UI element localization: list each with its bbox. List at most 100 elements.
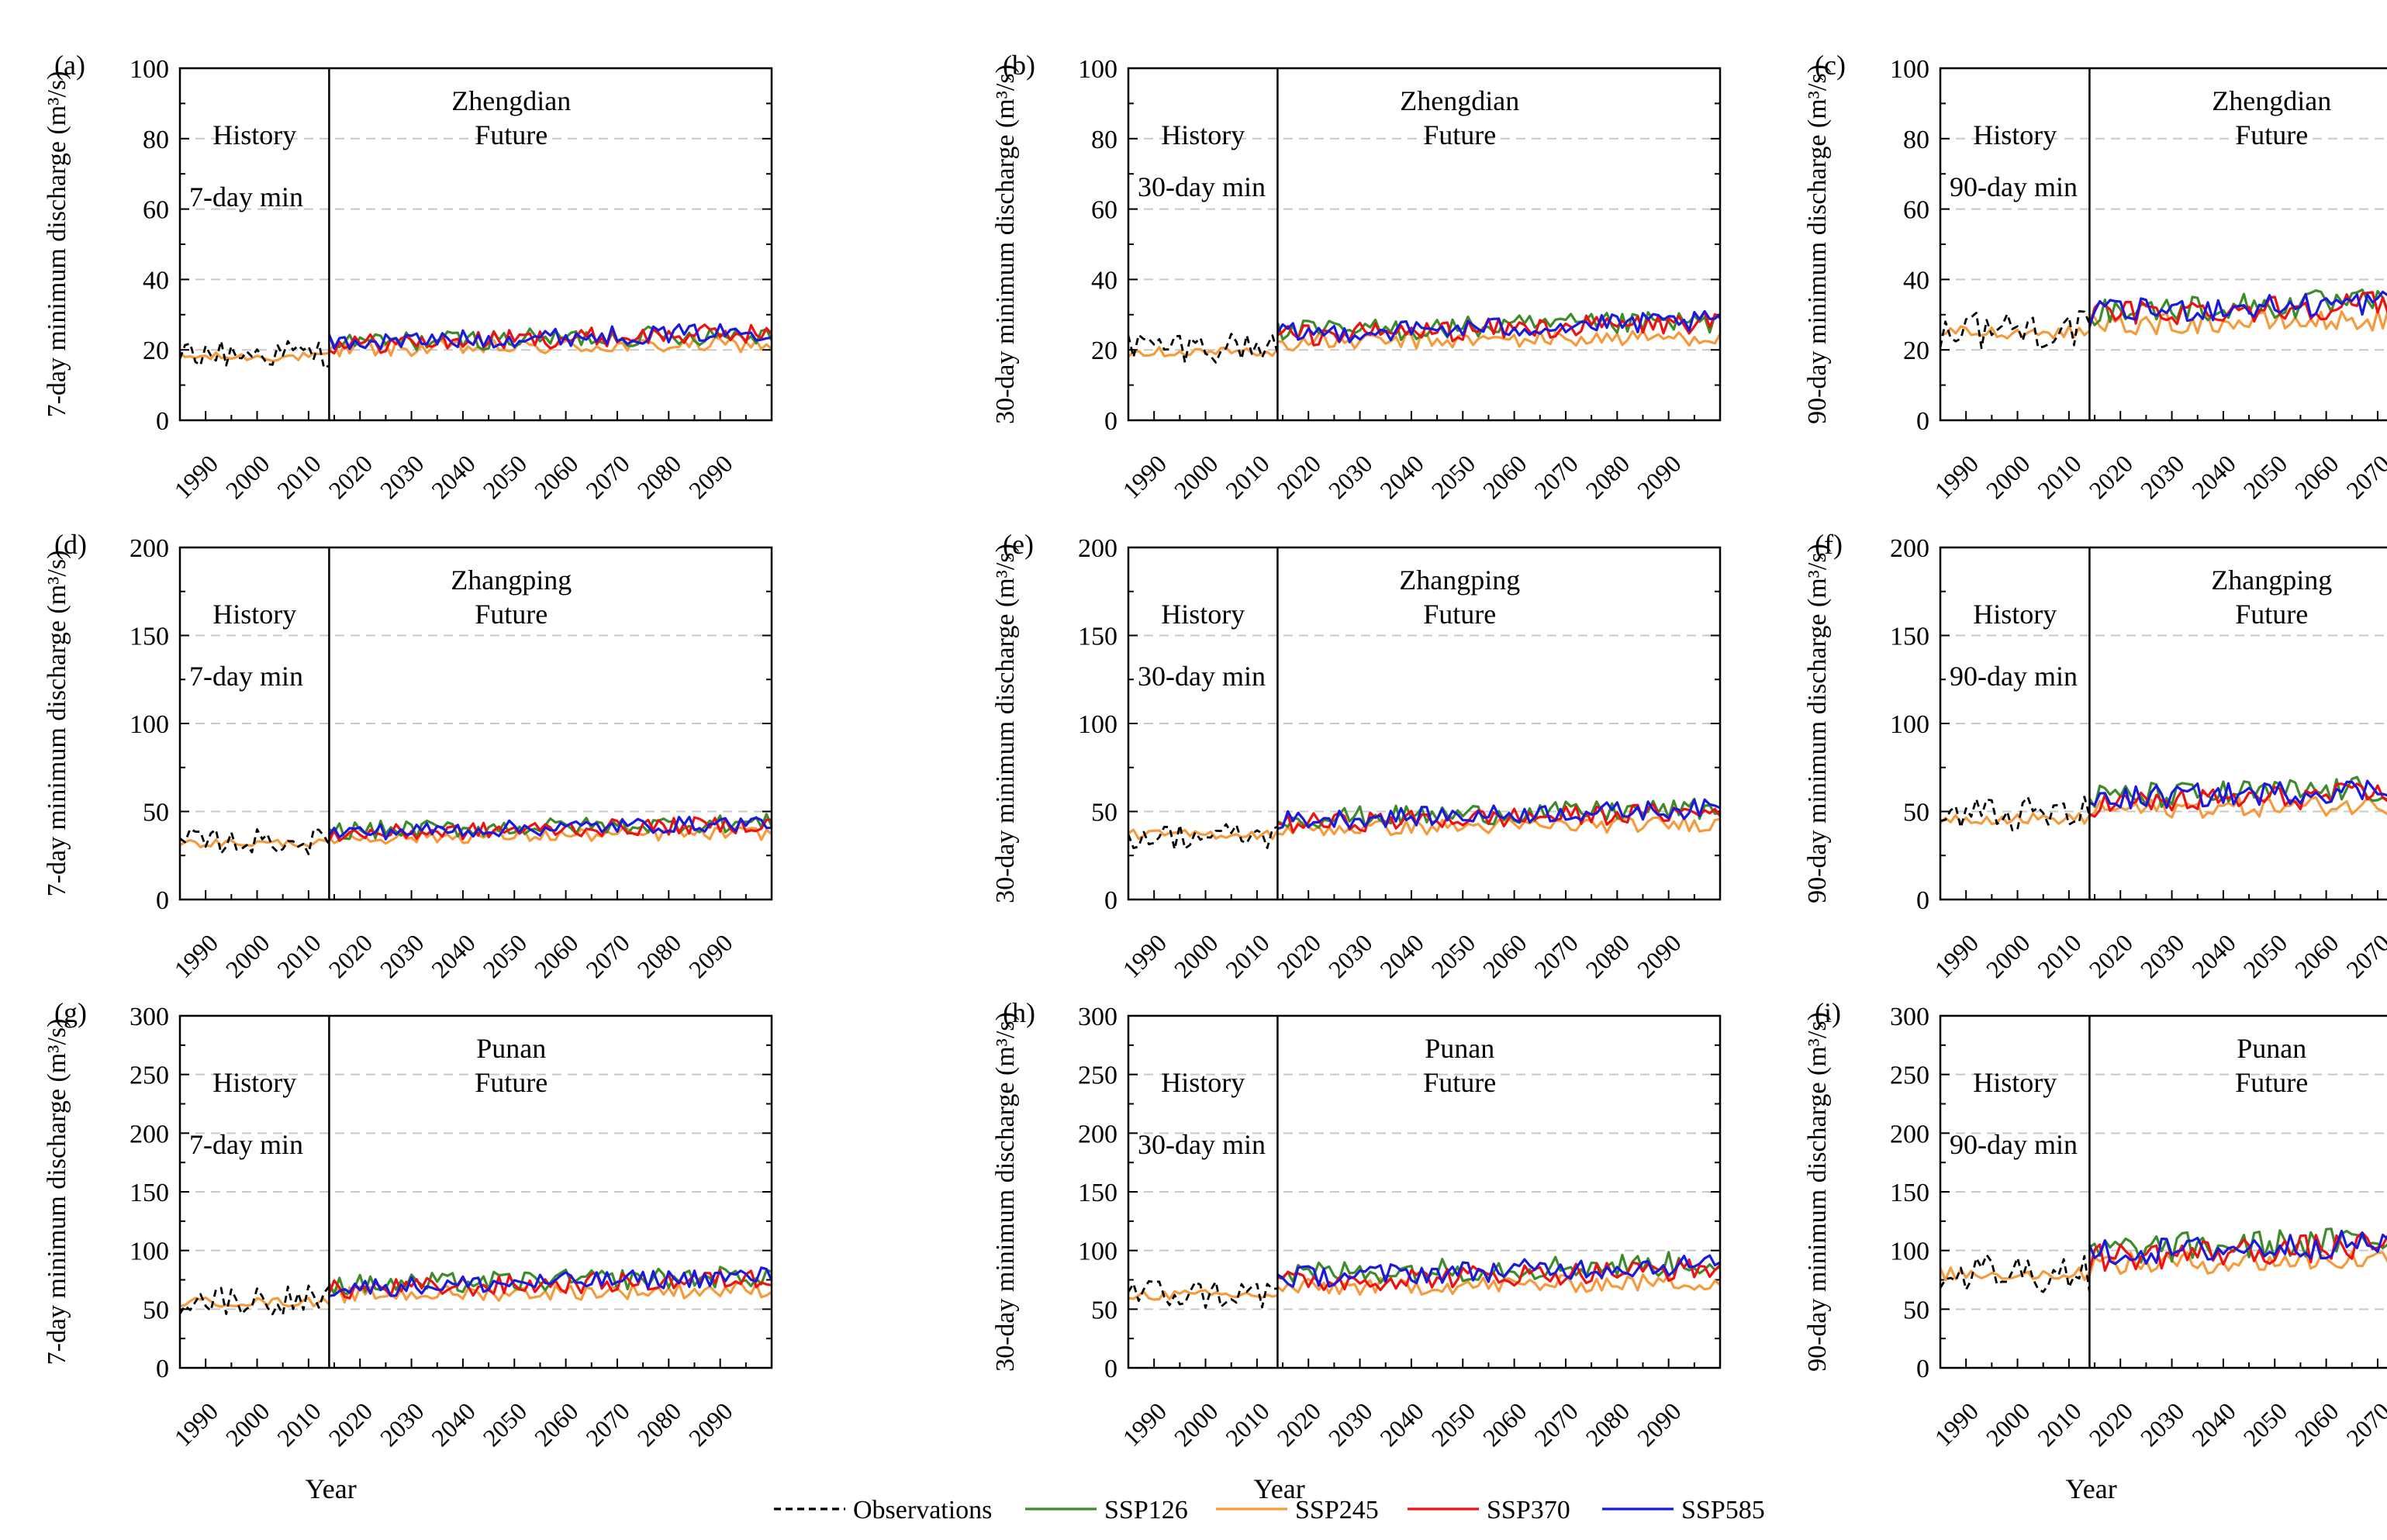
y-tick-label: 0: [1104, 886, 1118, 915]
y-tick-label: 0: [1916, 1355, 1929, 1383]
plot-frame: [1127, 1014, 1722, 1369]
window-label: 7-day min: [189, 661, 303, 692]
x-tick-label: 2010: [2032, 1397, 2087, 1452]
history-label: History: [1973, 1067, 2057, 1098]
x-tick-label: 2040: [426, 928, 481, 983]
x-tick-label: 2030: [1323, 1397, 1378, 1452]
future-label: Future: [2235, 119, 2308, 150]
x-tick-label: 2080: [632, 928, 687, 983]
y-axis-label: 7-day minimum discharge (m³/s): [43, 71, 71, 418]
history-label: History: [1161, 119, 1245, 150]
series-obs: [1127, 1279, 1278, 1309]
y-tick-label: 100: [1890, 1238, 1929, 1266]
x-tick-label: 2070: [1529, 1397, 1584, 1452]
history-label: History: [1161, 1067, 1245, 1098]
series-ssp245: [2088, 1251, 2387, 1276]
panel-h: 0501001502002503001990200020102020203020…: [991, 997, 1722, 1504]
x-tick-label: 2020: [2083, 928, 2138, 983]
future-label: Future: [1423, 599, 1496, 630]
plot-frame: [1939, 67, 2387, 422]
y-tick-label: 20: [143, 337, 169, 365]
x-tick-label: 2030: [2135, 928, 2190, 983]
x-tick-label: 2010: [1220, 1397, 1275, 1452]
y-tick-label: 300: [1890, 1003, 1929, 1031]
y-tick-label: 0: [1104, 407, 1118, 436]
x-tick-label: 2050: [477, 449, 532, 504]
series-obs: [178, 340, 330, 370]
x-tick-label: 2090: [683, 449, 738, 504]
x-tick-label: 2040: [1374, 928, 1429, 983]
x-tick-label: 2060: [529, 449, 584, 504]
series-ssp126: [2088, 775, 2387, 809]
x-tick-label: 2000: [220, 1397, 275, 1452]
station-label: Zhengdian: [1400, 85, 1519, 116]
x-tick-label: 2090: [683, 928, 738, 983]
y-tick-label: 300: [1078, 1003, 1118, 1031]
x-tick-label: 2060: [529, 1397, 584, 1452]
x-tick-label: 1990: [1929, 1397, 1984, 1452]
series-ssp245: [179, 351, 330, 362]
x-tick-label: 2050: [2238, 1397, 2293, 1452]
x-tick-label: 2060: [1477, 449, 1532, 504]
series-obs: [1940, 796, 2091, 832]
series-ssp245: [1128, 1289, 1278, 1301]
panel-letter: (c): [1815, 50, 1846, 81]
x-tick-label: 2080: [1580, 928, 1636, 983]
y-tick-label: 50: [143, 1296, 169, 1324]
station-label-bg: [420, 561, 603, 597]
y-tick-label: 0: [156, 407, 169, 436]
x-tick-label: 2000: [1981, 1397, 2036, 1452]
window-label: 30-day min: [1138, 171, 1266, 202]
x-tick-label: 2020: [1271, 928, 1326, 983]
y-tick-label: 250: [130, 1062, 169, 1090]
series-ssp126: [2088, 1228, 2387, 1264]
y-tick-label: 100: [130, 55, 169, 84]
y-axis-label: 90-day minimum discharge (m³/s): [1803, 544, 1832, 903]
series-obs: [1939, 309, 2091, 350]
legend-label-ssp585: SSP585: [1681, 1496, 1765, 1524]
series-ssp245: [1128, 828, 1279, 841]
series-ssp585: [2088, 290, 2387, 326]
x-tick-label: 2050: [2238, 449, 2293, 504]
x-tick-label: 2030: [375, 449, 430, 504]
panel-i: 0501001502002503001990200020102020203020…: [1803, 997, 2387, 1504]
legend-label-ssp126: SSP126: [1104, 1496, 1188, 1524]
series-ssp585: [2088, 1229, 2387, 1265]
y-tick-label: 50: [1091, 799, 1118, 827]
x-tick-label: 1990: [1117, 1397, 1172, 1452]
x-tick-label: 2070: [580, 928, 635, 983]
x-tick-label: 2050: [1425, 1397, 1480, 1452]
series-obs: [1127, 333, 1279, 364]
x-tick-label: 2060: [1477, 1397, 1532, 1452]
panel-letter: (i): [1815, 997, 1841, 1028]
x-tick-label: 1990: [1117, 449, 1172, 504]
x-tick-label: 1990: [168, 928, 223, 983]
future-label: Future: [1423, 119, 1496, 150]
y-tick-label: 200: [130, 1120, 169, 1148]
future-label: Future: [475, 119, 548, 150]
x-tick-label: 2020: [323, 1397, 378, 1452]
x-tick-label: 2010: [2032, 449, 2087, 504]
station-label-bg: [420, 82, 603, 118]
x-tick-label: 2010: [1220, 449, 1275, 504]
history-label: History: [1973, 599, 2057, 630]
y-tick-label: 100: [1078, 1238, 1118, 1266]
panel-letter: (h): [1003, 997, 1035, 1028]
x-tick-label: 1990: [1929, 928, 1984, 983]
y-tick-label: 60: [1091, 196, 1118, 225]
x-tick-label: 1990: [168, 1397, 223, 1452]
legend: Observations SSP126 SSP245 SSP370 SSP585: [774, 1496, 1765, 1524]
window-label: 7-day min: [189, 181, 303, 212]
y-tick-label: 80: [1091, 126, 1118, 154]
y-tick-label: 0: [1916, 407, 1929, 436]
x-tick-label: 2060: [529, 928, 584, 983]
plot-frame: [178, 67, 773, 422]
series-ssp585: [328, 815, 772, 841]
y-tick-label: 40: [1091, 266, 1118, 295]
series-ssp126: [2088, 288, 2387, 326]
x-tick-label: 2070: [1529, 928, 1584, 983]
x-tick-label: 2020: [1271, 1397, 1326, 1452]
plot-frame: [178, 546, 773, 901]
y-tick-label: 60: [1903, 196, 1929, 225]
series-ssp585: [1276, 309, 1722, 344]
